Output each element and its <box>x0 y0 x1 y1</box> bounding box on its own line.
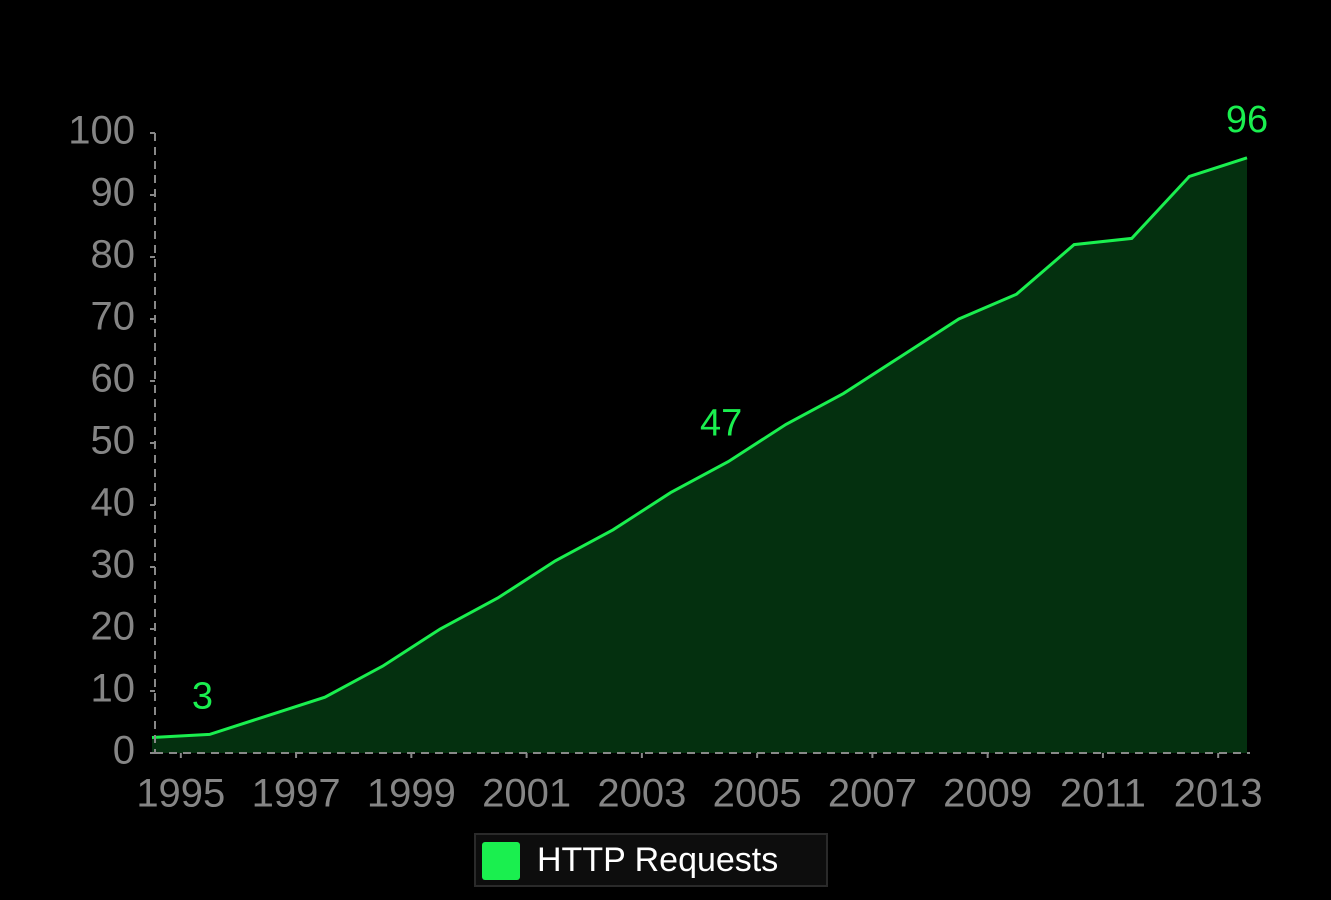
x-tick-label: 1995 <box>136 772 225 816</box>
legend-swatch <box>482 842 520 880</box>
data-label: 47 <box>700 403 742 445</box>
x-tick-label: 2013 <box>1174 772 1263 816</box>
y-tick-label: 80 <box>91 233 136 277</box>
x-tick-label: 2011 <box>1060 772 1146 816</box>
x-tick-label: 2007 <box>828 772 917 816</box>
y-tick-label: 50 <box>91 419 136 463</box>
data-label: 3 <box>192 675 213 717</box>
x-tick-label: 1997 <box>252 772 341 816</box>
x-tick-label: 2003 <box>597 772 686 816</box>
x-tick-label: 2009 <box>943 772 1032 816</box>
x-tick-label: 1999 <box>367 772 456 816</box>
y-tick-label: 90 <box>91 171 136 215</box>
x-tick-label: 2001 <box>482 772 571 816</box>
area-line <box>151 156 1248 739</box>
y-tick-label: 60 <box>91 357 136 401</box>
data-label: 96 <box>1226 99 1268 141</box>
area-fill <box>152 157 1247 754</box>
legend-box <box>474 833 828 887</box>
y-tick-label: 30 <box>91 543 136 587</box>
y-tick-label: 100 <box>68 109 135 153</box>
y-tick-label: 20 <box>91 605 136 649</box>
legend-label: HTTP Requests <box>537 841 778 879</box>
y-tick-label: 70 <box>91 295 136 339</box>
x-tick-label: 2005 <box>713 772 802 816</box>
y-tick-label: 0 <box>113 729 135 773</box>
legend: HTTP Requests <box>474 833 828 887</box>
y-tick-label: 40 <box>91 481 136 525</box>
y-tick-label: 10 <box>91 667 136 711</box>
